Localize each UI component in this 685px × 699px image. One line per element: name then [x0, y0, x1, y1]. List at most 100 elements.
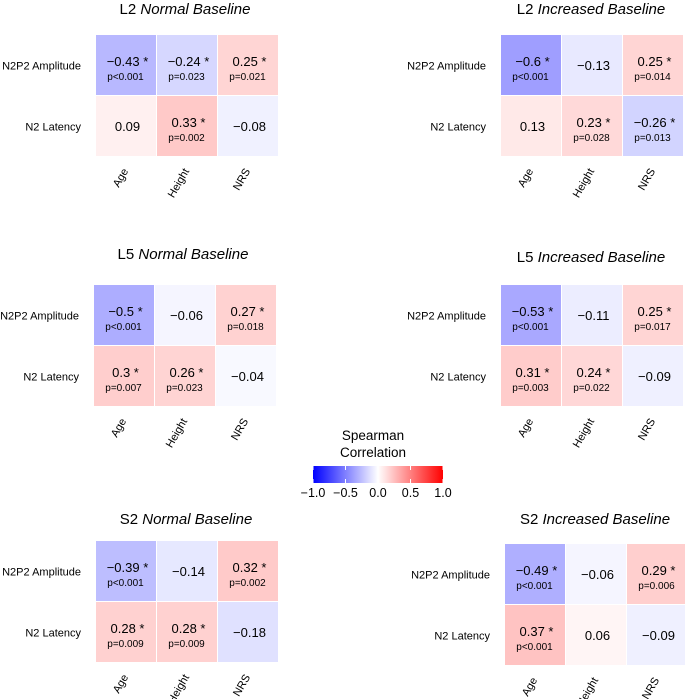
panel-title-location: L2 — [120, 1, 141, 18]
cell-p-value: p<0.001 — [105, 322, 142, 333]
heatmap-cell — [501, 96, 561, 156]
column-label: Height — [575, 676, 601, 699]
cell-value-label: 0.25 * — [638, 54, 672, 69]
cell-value-label: 0.06 — [585, 628, 610, 643]
heatmap-cell — [623, 285, 683, 345]
heatmap-panel-l5-normal: L5 Normal Baseline −0.5 * p<0.001 −0.06 0.27… — [0, 246, 276, 450]
heatmap-cell — [623, 96, 683, 156]
panel-title-location: L5 — [517, 249, 538, 266]
heatmap-cell — [501, 35, 561, 95]
heatmap-cell — [157, 96, 217, 156]
cell-value-label: −0.18 — [233, 625, 266, 640]
column-label: Height — [164, 417, 190, 451]
cell-value-label: 0.25 * — [638, 304, 672, 319]
heatmap-cell — [566, 544, 626, 604]
panel-title-condition: Normal Baseline — [138, 246, 248, 263]
panel-title-location: L2 — [517, 1, 538, 18]
cell-value-label: −0.24 * — [168, 54, 210, 69]
cell-p-value: p=0.028 — [573, 133, 610, 144]
cell-value-label: 0.28 * — [172, 621, 206, 636]
cell-value-label: −0.26 * — [634, 115, 676, 130]
panel-title-location: S2 — [120, 511, 143, 528]
cell-p-value: p=0.002 — [229, 578, 266, 589]
heatmap-cell — [505, 544, 565, 604]
row-label: N2P2 Amplitude — [2, 61, 81, 73]
panel-title-condition: Increased Baseline — [542, 511, 670, 528]
row-label: N2 Latency — [430, 122, 486, 134]
cell-p-value: p<0.001 — [107, 578, 144, 589]
cell-value-label: −0.43 * — [107, 54, 149, 69]
panel-title-location: S2 — [520, 511, 543, 528]
heatmap-cell — [96, 541, 156, 601]
row-label: N2P2 Amplitude — [2, 567, 81, 579]
column-label: Height — [166, 167, 192, 201]
cell-value-label: 0.31 * — [516, 365, 550, 380]
heatmap-cell — [94, 285, 154, 345]
heatmap-cell — [562, 346, 622, 406]
cell-value-label: −0.09 — [638, 369, 671, 384]
row-label: N2P2 Amplitude — [0, 311, 79, 323]
cell-p-value: p<0.001 — [512, 72, 549, 83]
column-label: NRS — [640, 676, 662, 699]
cell-value-label: −0.39 * — [107, 560, 149, 575]
column-label: Age — [516, 167, 536, 190]
row-label: N2P2 Amplitude — [407, 61, 486, 73]
column-label: Age — [516, 417, 536, 440]
cell-value-label: −0.06 — [170, 308, 203, 323]
cell-value-label: −0.11 — [578, 308, 610, 323]
heatmap-cell — [562, 285, 622, 345]
cell-p-value: p=0.002 — [168, 133, 205, 144]
panel-title: S2 Increased Baseline — [520, 511, 670, 528]
row-label: N2 Latency — [23, 372, 79, 384]
colorbar-title: Spearman — [342, 428, 404, 443]
colorbar-title: Correlation — [340, 445, 406, 460]
cell-value-label: −0.14 — [172, 564, 205, 579]
panel-title: L2 Normal Baseline — [120, 1, 251, 18]
heatmap-cell — [94, 346, 154, 406]
heatmap-panel-l2-increased: L2 Increased Baseline −0.6 * p<0.001 −0.13 0… — [407, 1, 683, 200]
row-label: N2P2 Amplitude — [411, 570, 490, 582]
cell-value-label: 0.26 * — [170, 365, 204, 380]
heatmap-cell — [157, 541, 217, 601]
heatmap-cell — [501, 346, 561, 406]
cell-value-label: −0.53 * — [512, 304, 554, 319]
column-label: NRS — [636, 167, 658, 193]
cell-value-label: 0.23 * — [577, 115, 611, 130]
cell-p-value: p=0.017 — [634, 322, 671, 333]
colorbar-tick-label: −0.5 — [333, 486, 358, 500]
heatmap-cell — [96, 602, 156, 662]
cell-p-value: p=0.009 — [168, 639, 205, 650]
cell-value-label: −0.08 — [233, 119, 266, 134]
cell-p-value: p=0.018 — [227, 322, 264, 333]
column-label: Age — [111, 167, 131, 190]
row-label: N2 Latency — [430, 372, 486, 384]
heatmap-cell — [96, 96, 156, 156]
panel-title: S2 Normal Baseline — [120, 511, 253, 528]
cell-value-label: −0.49 * — [516, 563, 558, 578]
heatmap-panel-l2-normal: L2 Normal Baseline −0.43 * p<0.001 −0.24 * p… — [2, 1, 278, 200]
heatmap-cell — [218, 602, 278, 662]
cell-value-label: 0.3 * — [112, 365, 139, 380]
cell-p-value: p=0.014 — [634, 72, 671, 83]
column-label: Age — [111, 673, 131, 696]
heatmap-cell — [216, 346, 276, 406]
cell-value-label: 0.24 * — [577, 365, 611, 380]
cell-p-value: p<0.001 — [516, 581, 553, 592]
heatmap-cell — [566, 605, 626, 665]
cell-p-value: p<0.001 — [516, 642, 553, 653]
cell-p-value: p=0.013 — [634, 133, 671, 144]
heatmap-cell — [218, 541, 278, 601]
cell-value-label: 0.13 — [520, 119, 545, 134]
heatmap-cell — [505, 605, 565, 665]
heatmap-panel-l5-increased: L5 Increased Baseline −0.53 * p<0.001 −0.11… — [407, 249, 683, 450]
panel-title-location: L5 — [118, 246, 139, 263]
heatmap-cell — [218, 35, 278, 95]
heatmap-cell — [157, 602, 217, 662]
colorbar-tick-label: −1.0 — [301, 486, 326, 500]
cell-value-label: 0.28 * — [111, 621, 145, 636]
heatmap-cell — [96, 35, 156, 95]
heatmap-cell — [562, 35, 622, 95]
cell-p-value: p=0.007 — [105, 383, 142, 394]
heatmap-cell — [155, 285, 215, 345]
column-label: Height — [166, 673, 192, 699]
